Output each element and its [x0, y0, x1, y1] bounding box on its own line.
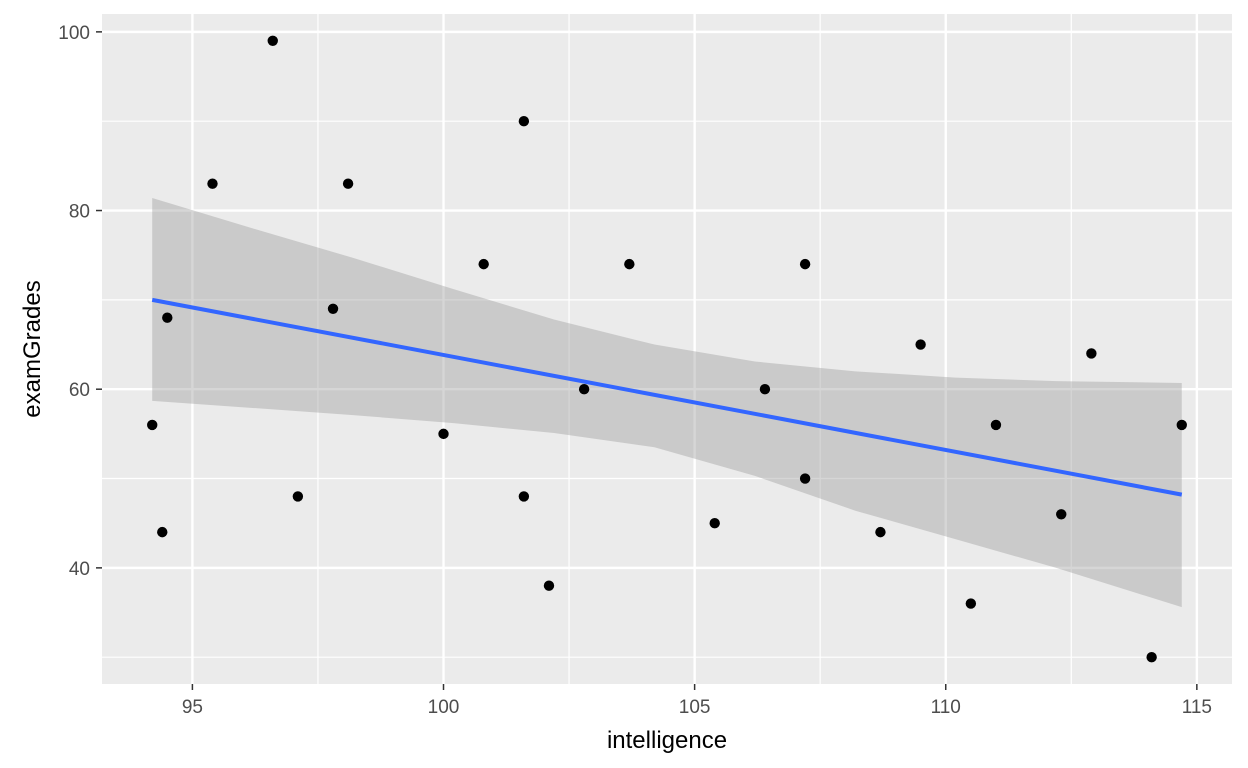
data-point	[157, 526, 168, 538]
data-point	[147, 419, 158, 431]
y-tick-label: 80	[69, 202, 90, 223]
minor-gridlines	[102, 14, 1232, 684]
y-tick-label: 40	[69, 559, 90, 580]
data-point	[518, 491, 530, 502]
data-point	[799, 473, 811, 484]
data-points	[147, 35, 1187, 663]
data-point	[965, 598, 977, 609]
y-tick-label: 100	[58, 23, 90, 44]
confidence-band	[152, 198, 1182, 608]
data-point	[624, 258, 635, 270]
data-point	[327, 303, 339, 314]
x-axis-ticks: 95 100 105 110 115	[182, 684, 1212, 718]
data-point	[207, 178, 218, 189]
y-axis-ticks: 40 60 80 100	[58, 23, 102, 580]
y-axis-title: examGrades	[19, 280, 46, 417]
data-point	[342, 178, 354, 189]
data-point	[438, 428, 449, 440]
x-axis-title: intelligence	[607, 727, 727, 754]
data-point	[162, 312, 173, 323]
x-tick-label: 100	[428, 697, 460, 718]
data-point	[709, 518, 720, 529]
data-point	[543, 580, 555, 591]
plot-panel	[102, 14, 1232, 684]
data-point	[875, 526, 886, 538]
y-tick-label: 60	[69, 380, 90, 401]
data-point	[292, 491, 304, 502]
data-point	[1056, 509, 1067, 520]
x-tick-label: 95	[182, 697, 203, 718]
data-point	[759, 384, 771, 395]
data-point	[915, 339, 926, 350]
data-point	[1176, 419, 1187, 431]
data-point	[1146, 652, 1157, 663]
x-tick-label: 115	[1182, 697, 1212, 718]
data-point	[799, 258, 811, 270]
data-point	[518, 116, 530, 127]
major-gridlines	[102, 14, 1232, 684]
x-tick-label: 110	[931, 697, 961, 718]
data-point	[1086, 348, 1097, 359]
data-point	[990, 419, 1002, 431]
data-point	[267, 35, 278, 46]
trend-line	[151, 297, 1183, 497]
data-point	[578, 384, 590, 395]
data-point	[478, 258, 489, 270]
x-tick-label: 105	[679, 697, 711, 718]
